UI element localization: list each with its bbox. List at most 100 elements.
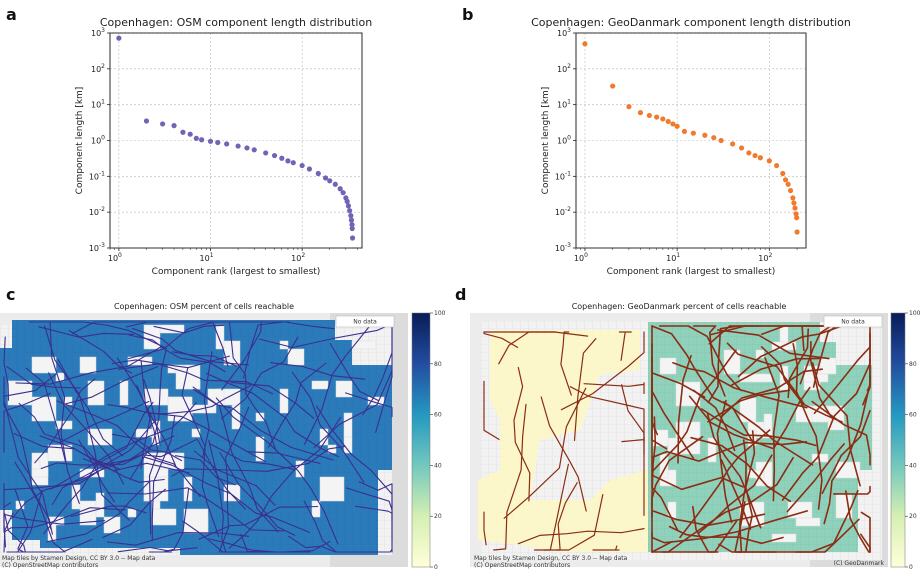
colorbar [890,312,906,568]
street-segment [517,528,645,545]
street-segment [483,331,519,348]
grid-unreachable-cells [478,330,648,552]
panel-letter-a: a [6,5,17,24]
x-axis-label: Component rank (largest to smallest) [607,267,776,277]
data-point [791,200,797,206]
data-point [794,215,800,221]
y-axis-label: Component length [km] [75,87,85,195]
street-segment [621,436,645,455]
street-segment [34,378,96,464]
data-point [349,235,356,241]
street-segment [763,518,860,553]
no-data-cell [683,421,701,439]
data-point [774,162,780,169]
colorbar-tick-label: 80 [434,361,442,368]
street-segment [171,351,238,367]
data-point [746,150,752,156]
street-segment [833,485,871,495]
street-segment [787,328,809,399]
data-point [271,152,278,159]
data-point [344,198,350,204]
street-segment [208,439,227,553]
street-segment [672,362,808,409]
data-point [349,225,355,232]
no-data-cell [207,388,225,406]
street-segment [6,489,43,553]
street-segment [243,321,284,379]
data-point [337,186,343,192]
no-data-cell [819,357,837,375]
street-segment [193,450,276,506]
data-point [718,137,724,144]
data-point [327,178,333,184]
street-segment [315,405,393,553]
data-point [235,143,241,149]
street-segment [218,406,250,553]
data-point [171,123,177,129]
no-data-cell [827,421,845,431]
plot-area [575,32,807,249]
colorbar-tick-label: 100 [909,310,921,317]
street-segment [708,325,826,345]
street-segment [690,436,792,503]
data-point [159,121,166,127]
street-segment [700,408,817,447]
plot-frame [109,32,363,249]
street-segment [483,380,500,440]
data-point [349,221,355,228]
data-point [790,195,796,201]
street-segment [107,404,267,463]
data-point [670,121,676,127]
street-segment [215,397,339,545]
no-data-cell [311,500,321,518]
street-segment [288,535,393,553]
no-data-label: No data [841,319,865,326]
street-segment [118,363,274,395]
street-segment [618,331,632,361]
street-segment [128,334,226,373]
colorbar-tick-label: 0 [434,564,438,571]
map-title-osm: Copenhagen: OSM percent of cells reachab… [114,302,294,311]
y-tick-label: 10-1 [89,170,105,181]
street-segment [786,443,845,513]
street-segment [375,324,393,433]
y-tick-label: 102 [557,63,571,74]
x-tick-label: 102 [758,252,772,263]
y-axis-label: Component length [km] [541,87,551,195]
street-segment [717,329,830,360]
data-point [752,152,758,159]
street-segment [692,325,726,397]
street-segment [583,382,645,395]
colorbar-tick-label: 40 [434,462,442,469]
street-network-geodanmark [483,325,871,553]
data-point [180,129,186,135]
street-segment [106,487,285,532]
data-point [348,217,355,223]
no-data-label: No data [353,319,377,326]
y-tick-label: 10-3 [89,242,105,253]
street-segment [14,461,66,553]
data-point [610,83,616,89]
street-segment [707,389,791,423]
street-segment [809,340,833,419]
street-segment [70,505,147,518]
data-point [345,203,352,209]
data-point [263,150,269,156]
data-point [187,131,193,137]
street-segment [28,321,168,349]
street-segment [3,507,126,533]
data-point [251,147,257,153]
street-segment [573,338,597,442]
street-segment [102,488,166,539]
street-segment [483,511,487,546]
street-segment [11,450,151,520]
street-segment [268,362,327,448]
street-segment [106,532,250,546]
street-segment [661,520,738,553]
no-data-cell [659,357,677,375]
street-segment [513,366,531,502]
no-data-cell [771,533,797,543]
y-tick-label: 10-1 [555,170,571,181]
street-segment [171,445,346,477]
